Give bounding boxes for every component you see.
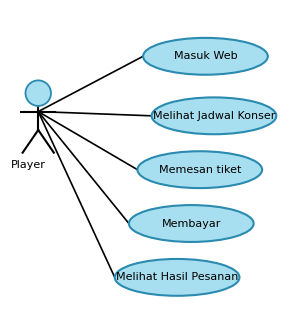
Text: Melihat Hasil Pesanan: Melihat Hasil Pesanan [116,272,238,282]
Text: Player: Player [11,160,46,170]
Text: Masuk Web: Masuk Web [174,51,237,61]
Ellipse shape [143,38,268,75]
Ellipse shape [115,259,239,296]
Ellipse shape [137,151,262,188]
Ellipse shape [152,97,276,134]
Text: Membayar: Membayar [162,218,221,229]
Text: Memesan tiket: Memesan tiket [159,165,241,175]
Text: Melihat Jadwal Konser: Melihat Jadwal Konser [153,111,275,121]
Ellipse shape [129,205,254,242]
Circle shape [26,80,51,106]
